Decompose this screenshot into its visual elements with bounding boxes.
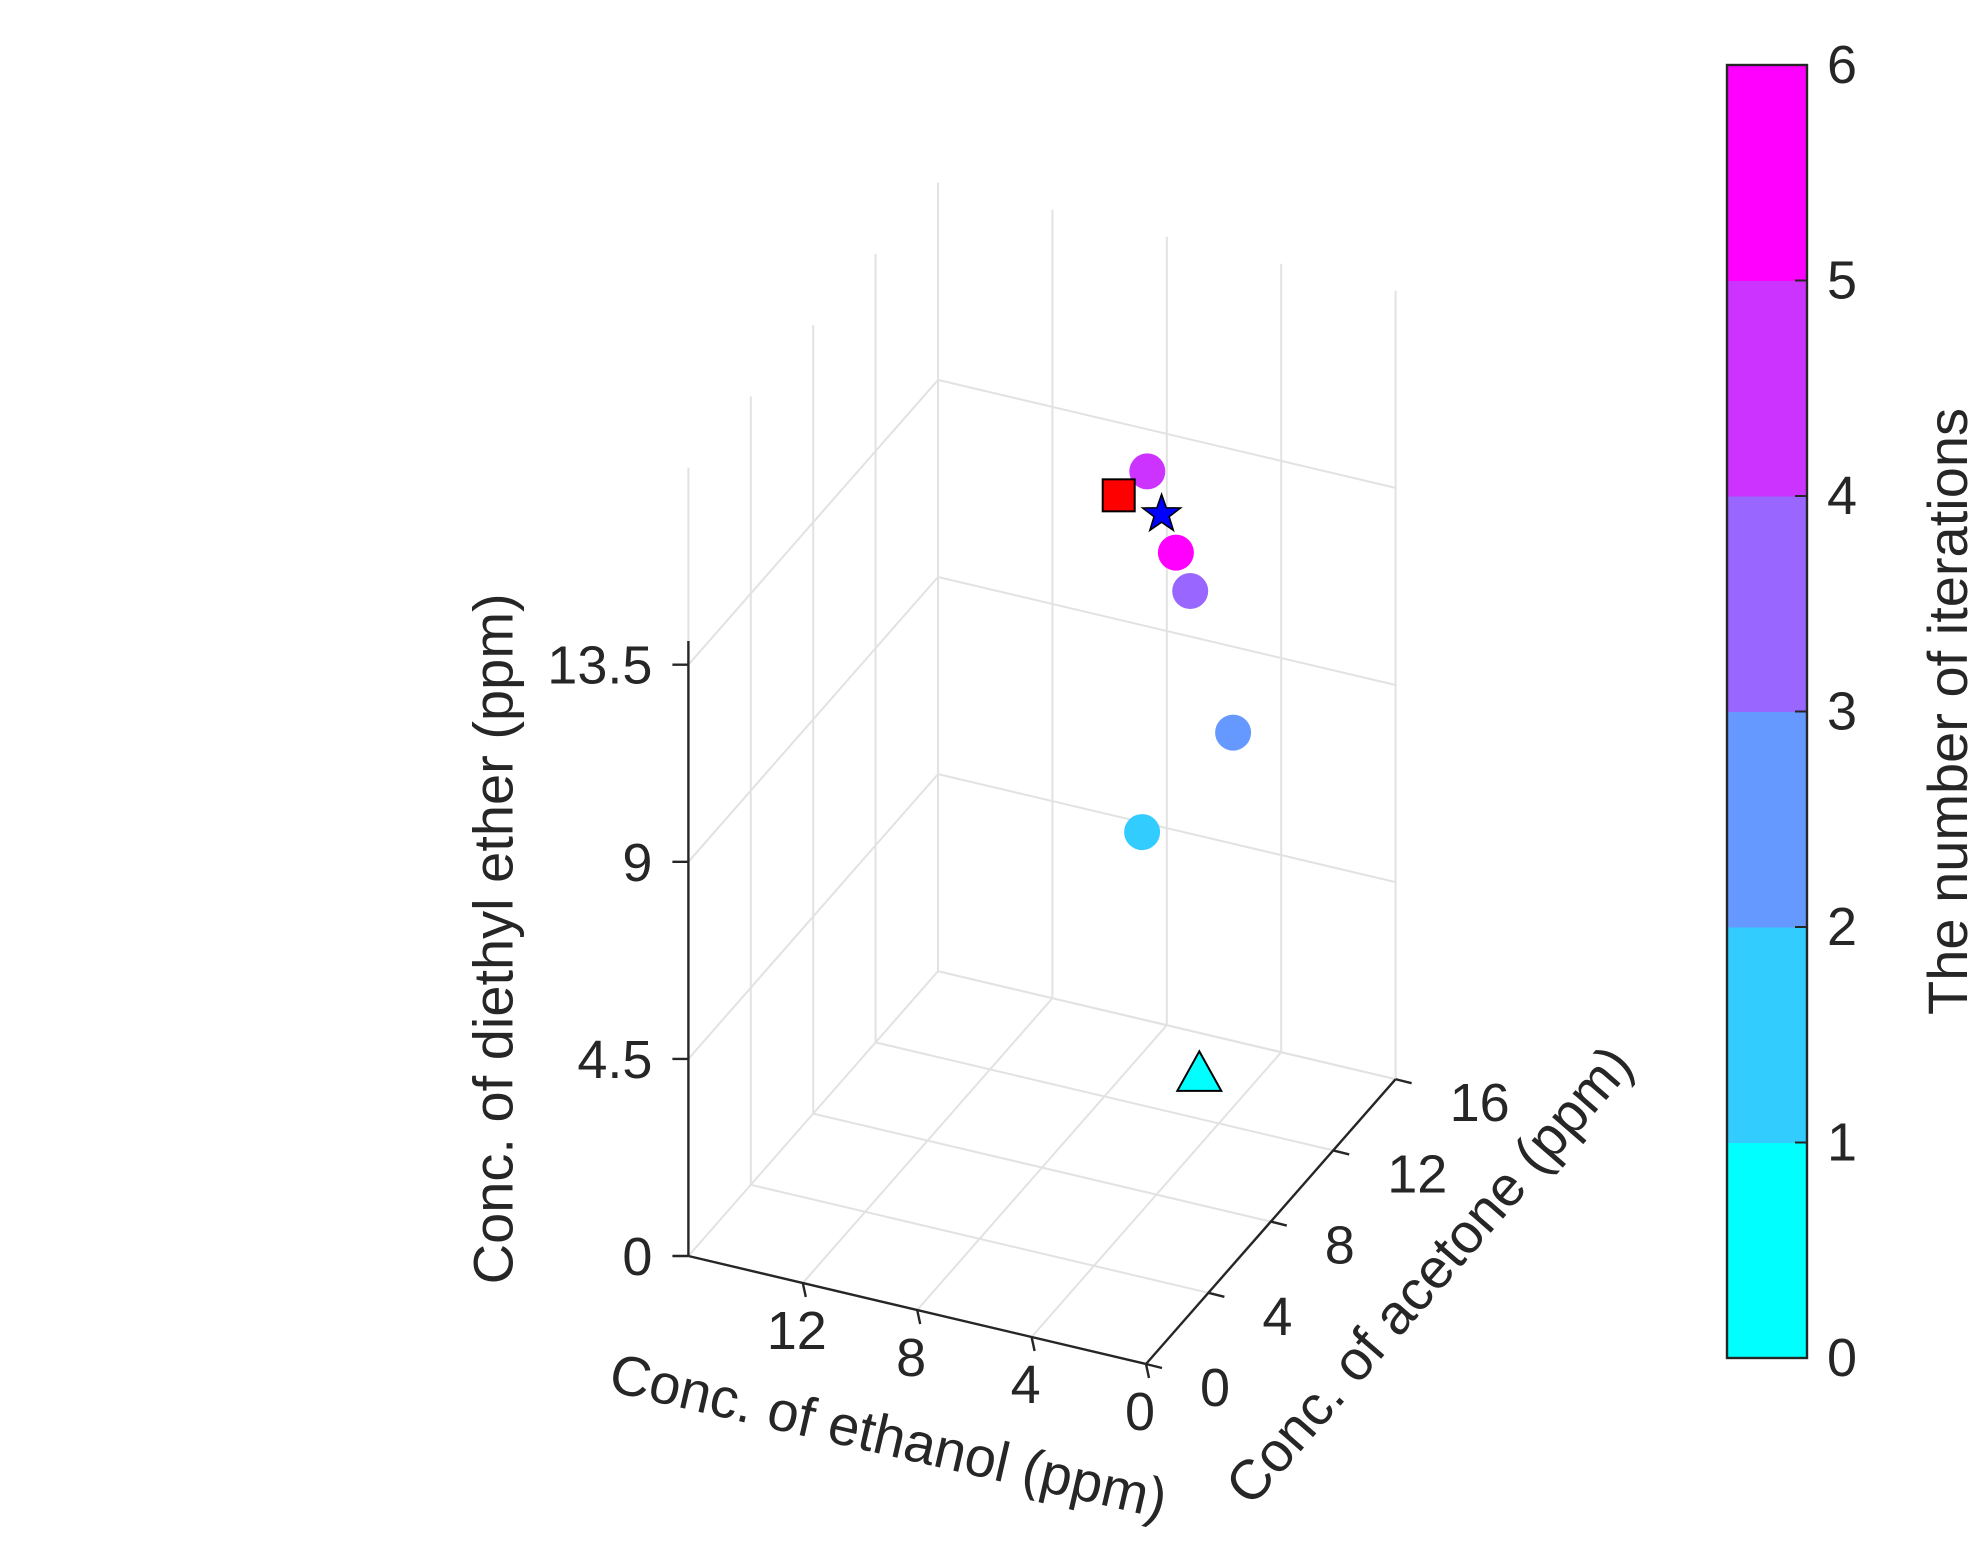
colorbar-segment [1727,927,1807,1143]
colorbar-segment [1727,65,1807,281]
grid-line [687,773,939,1060]
z-tick-label: 9 [622,833,652,893]
y-tick [1208,1291,1225,1298]
z-tick-label: 4.5 [577,1030,652,1090]
colorbar-tick-label: 2 [1827,897,1857,957]
z-axis-label: Conc. of diethyl ether (ppm) [461,593,524,1284]
grid-line [812,1112,1272,1223]
x-tick-label: 4 [1011,1355,1041,1415]
y-tick [1270,1220,1288,1227]
colorbar-segment [1727,1142,1807,1359]
grid-line [687,576,939,863]
colorbar-label: The number of iterations [1916,408,1976,1015]
colorbar-tick-label: 5 [1827,251,1857,311]
y-tick [1395,1078,1412,1085]
colorbar-tick-label: 0 [1827,1328,1857,1388]
grid-line [875,1041,1334,1152]
x-tick [916,1309,922,1325]
colorbar-segment [1727,280,1807,497]
colorbar-tick-label: 6 [1827,35,1857,95]
point-iteration-2 [1215,714,1252,751]
y-tick-label: 12 [1387,1144,1447,1204]
x-tick-label: 12 [767,1301,827,1361]
x-tick [801,1282,807,1298]
grid [687,182,1397,1365]
data-points [1101,453,1252,1092]
grid-line [937,378,1396,489]
grid-line [937,773,1396,884]
point-iteration-1 [1124,814,1161,851]
point-iteration-5 [1157,534,1194,571]
grid-line [687,379,939,666]
point-initial [1175,1049,1223,1092]
y-tick-label: 8 [1325,1216,1355,1276]
colorbar-tick-label: 3 [1827,682,1857,742]
x-tick [1030,1336,1036,1352]
x-tick-label: 8 [896,1328,926,1388]
y-tick [1332,1149,1350,1156]
grid-line [937,970,1396,1081]
axes [687,641,1397,1366]
z-tick-label: 13.5 [547,636,652,696]
x-axis-label: Conc. of ethanol (ppm) [604,1341,1173,1531]
colorbar-tick-label: 1 [1827,1113,1857,1173]
grid-line [687,970,939,1257]
colorbar-tick-label: 4 [1827,466,1857,526]
y-tick-label: 16 [1450,1073,1510,1133]
point-target [1140,491,1183,533]
point-iteration-3 [1172,573,1209,610]
colorbar: 0 1 2 3 4 5 6 [1725,35,1857,1388]
x-tick [1144,1363,1151,1379]
colorbar-segment [1727,711,1807,928]
grid-line [937,576,1396,686]
point-iteration-4 [1129,453,1166,490]
y-tick [1145,1362,1163,1370]
point-estimate [1101,478,1136,513]
colorbar-segment [1727,496,1807,712]
y-axis-label: Conc. of acetone (ppm) [1213,1033,1644,1516]
x-tick-label: 0 [1125,1382,1155,1442]
y-tick-label: 0 [1200,1358,1230,1418]
grid-line [750,1183,1209,1294]
z-tick-label: 0 [622,1227,652,1287]
y-tick-label: 4 [1262,1287,1292,1347]
